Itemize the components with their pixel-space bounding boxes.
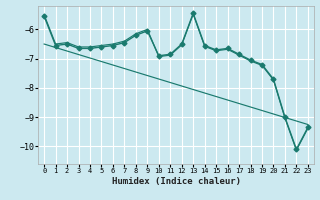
X-axis label: Humidex (Indice chaleur): Humidex (Indice chaleur) [111,177,241,186]
